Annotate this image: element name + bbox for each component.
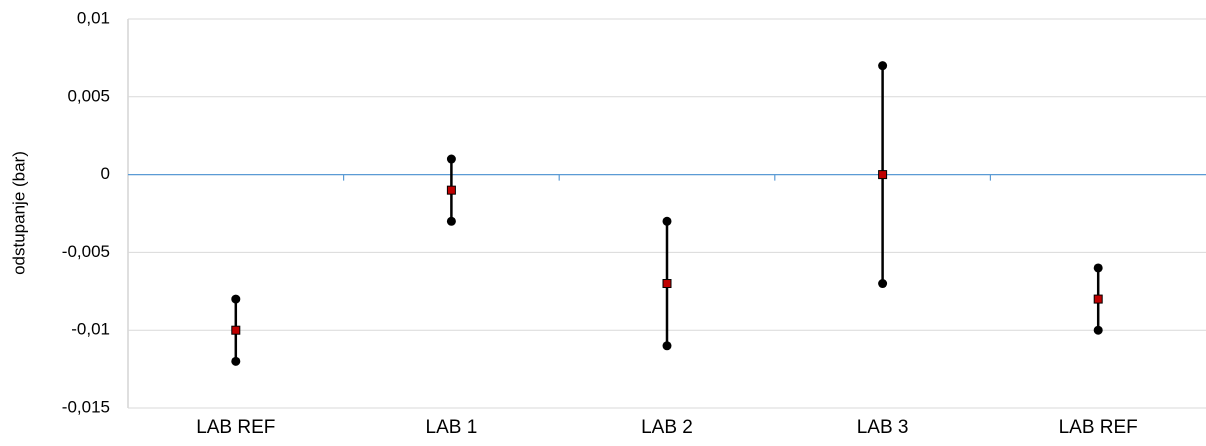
y-axis-label: odstupanje (bar) xyxy=(9,151,28,275)
y-tick-label: 0 xyxy=(101,164,110,183)
point xyxy=(662,279,672,289)
error-cap-bottom xyxy=(1093,325,1103,335)
point xyxy=(446,185,456,195)
y-tick-label: -0,015 xyxy=(62,397,110,416)
x-tick-label: LAB 1 xyxy=(426,417,478,438)
y-tick-label: -0,005 xyxy=(62,242,110,261)
error-cap-top xyxy=(878,61,888,71)
error-cap-bottom xyxy=(878,279,888,289)
error-cap-bottom xyxy=(662,341,672,351)
point xyxy=(231,325,241,335)
x-tick-label: LAB REF xyxy=(1059,417,1138,438)
x-tick-label: LAB REF xyxy=(196,417,275,438)
y-tick-label: -0,01 xyxy=(71,320,110,339)
point xyxy=(878,170,888,180)
y-tick-label: 0,005 xyxy=(67,86,110,105)
point xyxy=(1093,294,1103,304)
error-cap-bottom xyxy=(446,216,456,226)
error-cap-bottom xyxy=(231,356,241,366)
y-tick-label: 0,01 xyxy=(77,8,110,27)
x-tick-label: LAB 2 xyxy=(641,417,693,438)
error-cap-top xyxy=(1093,263,1103,273)
x-tick-label: LAB 3 xyxy=(857,417,909,438)
error-cap-top xyxy=(231,294,241,304)
error-cap-top xyxy=(446,154,456,164)
error-cap-top xyxy=(662,216,672,226)
